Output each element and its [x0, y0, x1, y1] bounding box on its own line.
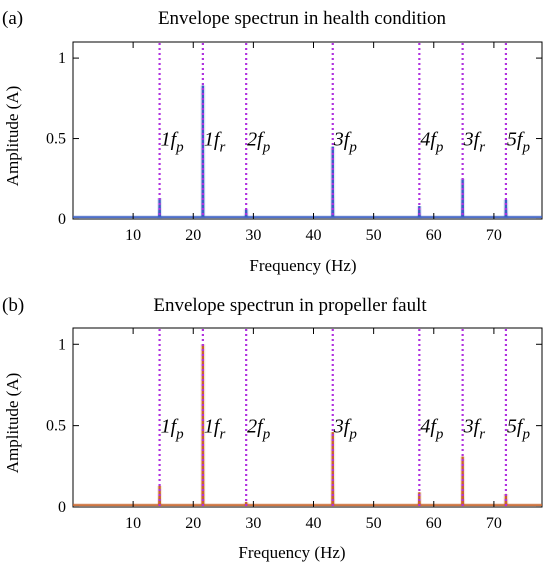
panel-a-annotation-5fp: 5fp — [507, 129, 531, 156]
panel-a-annotation-3fr: 3fr — [463, 129, 486, 156]
panel-a-x-tick-label: 70 — [486, 227, 502, 244]
panel-b-label: (b) — [2, 295, 24, 316]
panel-b-annotation-1fp: 1fp — [161, 416, 185, 443]
panel-b-y-tick-label: 0 — [58, 499, 66, 516]
panel-a-annotation-4fp: 4fp — [420, 129, 444, 156]
panel-a-title: Envelope spectrun in health condition — [158, 8, 447, 29]
panel-b-annotation-2fp: 2fp — [247, 416, 271, 443]
panel-a-annotation-2fp: 2fp — [247, 129, 271, 156]
panel-a-annotation-1fp: 1fp — [161, 129, 185, 156]
panel-a-x-tick-label: 60 — [426, 227, 442, 244]
panel-b-y-tick-label: 0.5 — [46, 418, 66, 435]
panel-a-annotation-1fr: 1fr — [204, 129, 226, 156]
panel-b-x-tick-label: 10 — [125, 515, 141, 532]
panel-b-x-tick-label: 50 — [366, 515, 382, 532]
panel-a-spectrum-glow — [73, 85, 542, 220]
panel-a-axes-frame — [72, 41, 543, 220]
panel-a: (a) Envelope spectrun in health conditio… — [2, 8, 543, 275]
panel-a-x-tick-label: 30 — [245, 227, 261, 244]
panel-b-annotation-5fp: 5fp — [507, 416, 531, 443]
panel-b-y-tick-label: 1 — [58, 336, 66, 353]
panel-b-annotation-3fr: 3fr — [463, 416, 486, 443]
panel-b-x-tick-label: 20 — [185, 515, 201, 532]
panel-b-axes-frame — [72, 327, 543, 508]
panel-b-annotation-3fp: 3fp — [333, 416, 358, 443]
panel-b: (b) Envelope spectrun in propeller fault… — [2, 295, 543, 562]
panel-b-x-axis-label: Frequency (Hz) — [238, 543, 345, 562]
panel-a-plot-area: 10 20 30 40 50 60 70 0 0.5 1 1fp 1fr 2fp 3fp 4fp 3fr 5fp — [46, 41, 543, 244]
panel-a-annotation-3fp: 3fp — [333, 129, 358, 156]
panel-a-y-tick-label: 0.5 — [46, 131, 66, 148]
panel-a-x-tick-label: 40 — [306, 227, 322, 244]
panel-b-plot-area: 10 20 30 40 50 60 70 0 0.5 1 1fp 1fr 2fp 3fp 4fp 3fr 5fp — [46, 327, 543, 532]
panel-a-label: (a) — [2, 8, 23, 29]
panel-b-x-tick-label: 30 — [245, 515, 261, 532]
panel-a-x-tick-label: 50 — [366, 227, 382, 244]
panel-a-x-axis-label: Frequency (Hz) — [249, 256, 356, 275]
panel-a-y-tick-label: 0 — [58, 211, 66, 228]
panel-a-y-axis-label: Amplitude (A) — [3, 86, 22, 187]
panel-b-annotation-4fp: 4fp — [420, 416, 444, 443]
panel-b-y-axis-label: Amplitude (A) — [3, 373, 22, 474]
panel-a-y-tick-label: 1 — [58, 50, 66, 67]
panel-b-x-tick-label: 70 — [486, 515, 502, 532]
panel-a-spectrum-line — [73, 85, 542, 218]
panel-b-title: Envelope spectrun in propeller fault — [153, 295, 427, 316]
panel-a-x-tick-label: 20 — [185, 227, 201, 244]
panel-b-x-tick-label: 40 — [306, 515, 322, 532]
panel-b-x-tick-label: 60 — [426, 515, 442, 532]
panel-a-x-tick-label: 10 — [125, 227, 141, 244]
panel-b-annotation-1fr: 1fr — [204, 416, 226, 443]
